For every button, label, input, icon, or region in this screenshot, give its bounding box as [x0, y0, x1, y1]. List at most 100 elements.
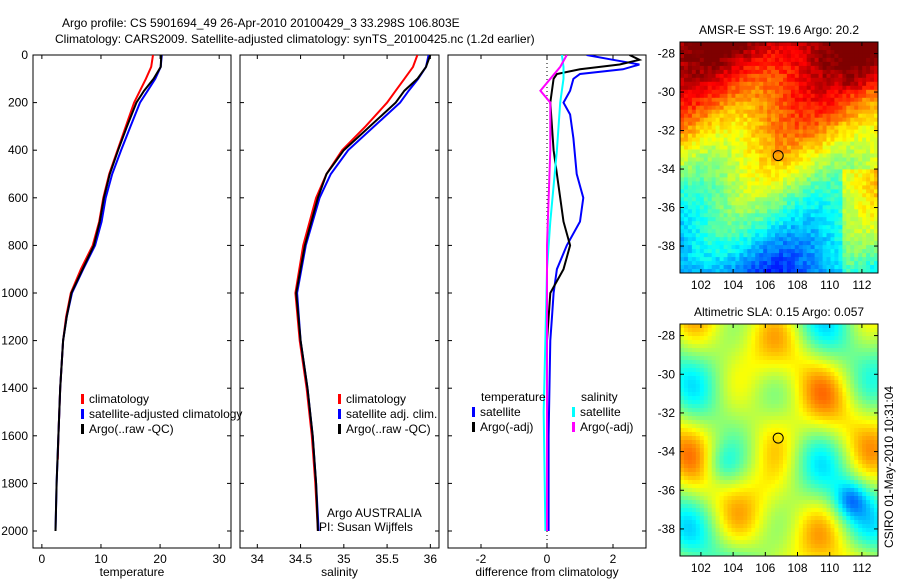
- map-cell: [799, 456, 804, 461]
- map-cell: [692, 177, 697, 182]
- map-cell: [743, 261, 748, 266]
- map-cell: [735, 181, 740, 186]
- map-cell: [846, 257, 851, 262]
- map-cell: [775, 189, 780, 194]
- map-cell: [870, 396, 875, 401]
- map-cell: [743, 118, 748, 123]
- map-cell: [827, 162, 832, 167]
- map-cell: [763, 404, 768, 409]
- map-cell: [787, 154, 792, 159]
- map-cell: [708, 408, 713, 413]
- map-cell: [724, 158, 729, 163]
- map-cell: [720, 146, 725, 151]
- map-cell: [779, 193, 784, 198]
- map-cell: [743, 217, 748, 222]
- map-cell: [807, 130, 812, 135]
- map-cell: [791, 336, 796, 341]
- map-cell: [759, 400, 764, 405]
- map-cell: [791, 189, 796, 194]
- map-cell: [696, 142, 701, 147]
- map-cell: [743, 90, 748, 95]
- map-cell: [747, 360, 752, 365]
- map-cell: [775, 146, 780, 151]
- map-cell: [700, 328, 705, 333]
- map-cell: [819, 384, 824, 389]
- map-cell: [755, 213, 760, 218]
- map-cell: [842, 456, 847, 461]
- map-cell: [775, 221, 780, 226]
- map-cell: [834, 110, 839, 115]
- map-cell: [787, 257, 792, 262]
- map-cell: [803, 324, 808, 329]
- map-cell: [751, 245, 756, 250]
- map-cell: [720, 424, 725, 429]
- map-cell: [866, 392, 871, 397]
- map-cell: [724, 400, 729, 405]
- map-cell: [787, 50, 792, 55]
- map-cell: [720, 332, 725, 337]
- x-tick-label: 0: [39, 552, 46, 566]
- map-cell: [850, 118, 855, 123]
- map-cell: [850, 261, 855, 266]
- map-cell: [787, 90, 792, 95]
- map-cell: [787, 173, 792, 178]
- map-cell: [799, 90, 804, 95]
- map-cell: [834, 400, 839, 405]
- map-cell: [767, 150, 772, 155]
- map-cell: [743, 472, 748, 477]
- map-cell: [739, 82, 744, 87]
- map-cell: [688, 138, 693, 143]
- map-cell: [767, 126, 772, 131]
- map-cell: [771, 328, 776, 333]
- map-cell: [704, 46, 709, 51]
- map-cell: [688, 102, 693, 107]
- map-cell: [823, 70, 828, 75]
- map-cell: [739, 456, 744, 461]
- map-cell: [688, 245, 693, 250]
- map-cell: [696, 344, 701, 349]
- map-cell: [732, 257, 737, 262]
- map-cell: [732, 384, 737, 389]
- map-cell: [870, 197, 875, 202]
- map-cell: [858, 380, 863, 385]
- map-cell: [763, 58, 768, 63]
- map-cell: [755, 221, 760, 226]
- map-cell: [692, 90, 697, 95]
- map-cell: [854, 134, 859, 139]
- map-cell: [791, 181, 796, 186]
- map-cell: [680, 162, 685, 167]
- map-cell: [866, 432, 871, 437]
- map-cell: [846, 181, 851, 186]
- map-cell: [771, 74, 776, 79]
- map-cell: [858, 360, 863, 365]
- map-cell: [862, 221, 867, 226]
- map-cell: [834, 356, 839, 361]
- map-cell: [763, 225, 768, 230]
- map-cell: [791, 114, 796, 119]
- map-cell: [803, 142, 808, 147]
- map-cell: [739, 46, 744, 51]
- map-cell: [735, 102, 740, 107]
- map-cell: [771, 90, 776, 95]
- map-cell: [799, 54, 804, 59]
- map-cell: [819, 134, 824, 139]
- map-cell: [755, 134, 760, 139]
- map-cell: [747, 118, 752, 123]
- map-cell: [696, 146, 701, 151]
- map-cell: [858, 162, 863, 167]
- map-cell: [831, 249, 836, 254]
- map-cell: [712, 166, 717, 171]
- map-cell: [834, 452, 839, 457]
- map-cell: [842, 74, 847, 79]
- map-cell: [819, 70, 824, 75]
- map-cell: [795, 380, 800, 385]
- map-cell: [708, 233, 713, 238]
- map-cell: [716, 241, 721, 246]
- map-cell: [870, 110, 875, 115]
- map-cell: [720, 46, 725, 51]
- map-cell: [827, 166, 832, 171]
- map-cell: [759, 396, 764, 401]
- map-cell: [866, 54, 871, 59]
- map-cell: [763, 253, 768, 258]
- map-cell: [779, 237, 784, 242]
